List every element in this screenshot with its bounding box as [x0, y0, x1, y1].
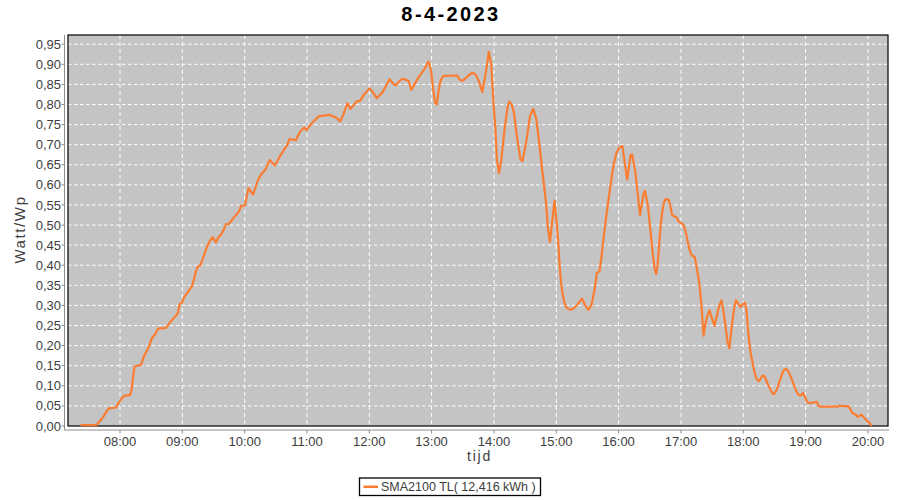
svg-text:0,10: 0,10	[36, 378, 61, 393]
svg-text:0,95: 0,95	[36, 37, 61, 52]
svg-text:0,55: 0,55	[36, 198, 61, 213]
svg-text:SMA2100 TL( 12,416 kWh ): SMA2100 TL( 12,416 kWh )	[381, 480, 536, 494]
svg-text:0,65: 0,65	[36, 157, 61, 172]
svg-text:0,05: 0,05	[36, 398, 61, 413]
svg-text:0,30: 0,30	[36, 298, 61, 313]
svg-text:tijd: tijd	[467, 448, 492, 464]
svg-text:0,15: 0,15	[36, 358, 61, 373]
svg-text:0,75: 0,75	[36, 117, 61, 132]
svg-text:10:00: 10:00	[228, 434, 261, 449]
svg-text:0,90: 0,90	[36, 57, 61, 72]
svg-text:0,60: 0,60	[36, 177, 61, 192]
svg-text:0,40: 0,40	[36, 258, 61, 273]
svg-text:18:00: 18:00	[727, 434, 760, 449]
svg-text:16:00: 16:00	[602, 434, 635, 449]
svg-text:0,50: 0,50	[36, 218, 61, 233]
svg-text:08:00: 08:00	[104, 434, 137, 449]
svg-text:15:00: 15:00	[540, 434, 573, 449]
svg-text:11:00: 11:00	[291, 434, 323, 449]
svg-text:8-4-2023: 8-4-2023	[401, 3, 500, 25]
svg-text:13:00: 13:00	[415, 434, 448, 449]
svg-text:0,85: 0,85	[36, 77, 61, 92]
svg-text:20:00: 20:00	[852, 434, 885, 449]
svg-text:0,45: 0,45	[36, 238, 61, 253]
svg-text:Watt/Wp: Watt/Wp	[11, 195, 28, 263]
svg-text:0,25: 0,25	[36, 318, 61, 333]
svg-text:19:00: 19:00	[789, 434, 822, 449]
svg-text:0,80: 0,80	[36, 97, 61, 112]
svg-text:09:00: 09:00	[166, 434, 199, 449]
svg-text:14:00: 14:00	[478, 434, 511, 449]
svg-text:17:00: 17:00	[665, 434, 698, 449]
svg-text:0,35: 0,35	[36, 278, 61, 293]
svg-text:0,70: 0,70	[36, 137, 61, 152]
svg-text:12:00: 12:00	[353, 434, 386, 449]
svg-text:0,00: 0,00	[36, 419, 61, 434]
svg-text:0,20: 0,20	[36, 338, 61, 353]
